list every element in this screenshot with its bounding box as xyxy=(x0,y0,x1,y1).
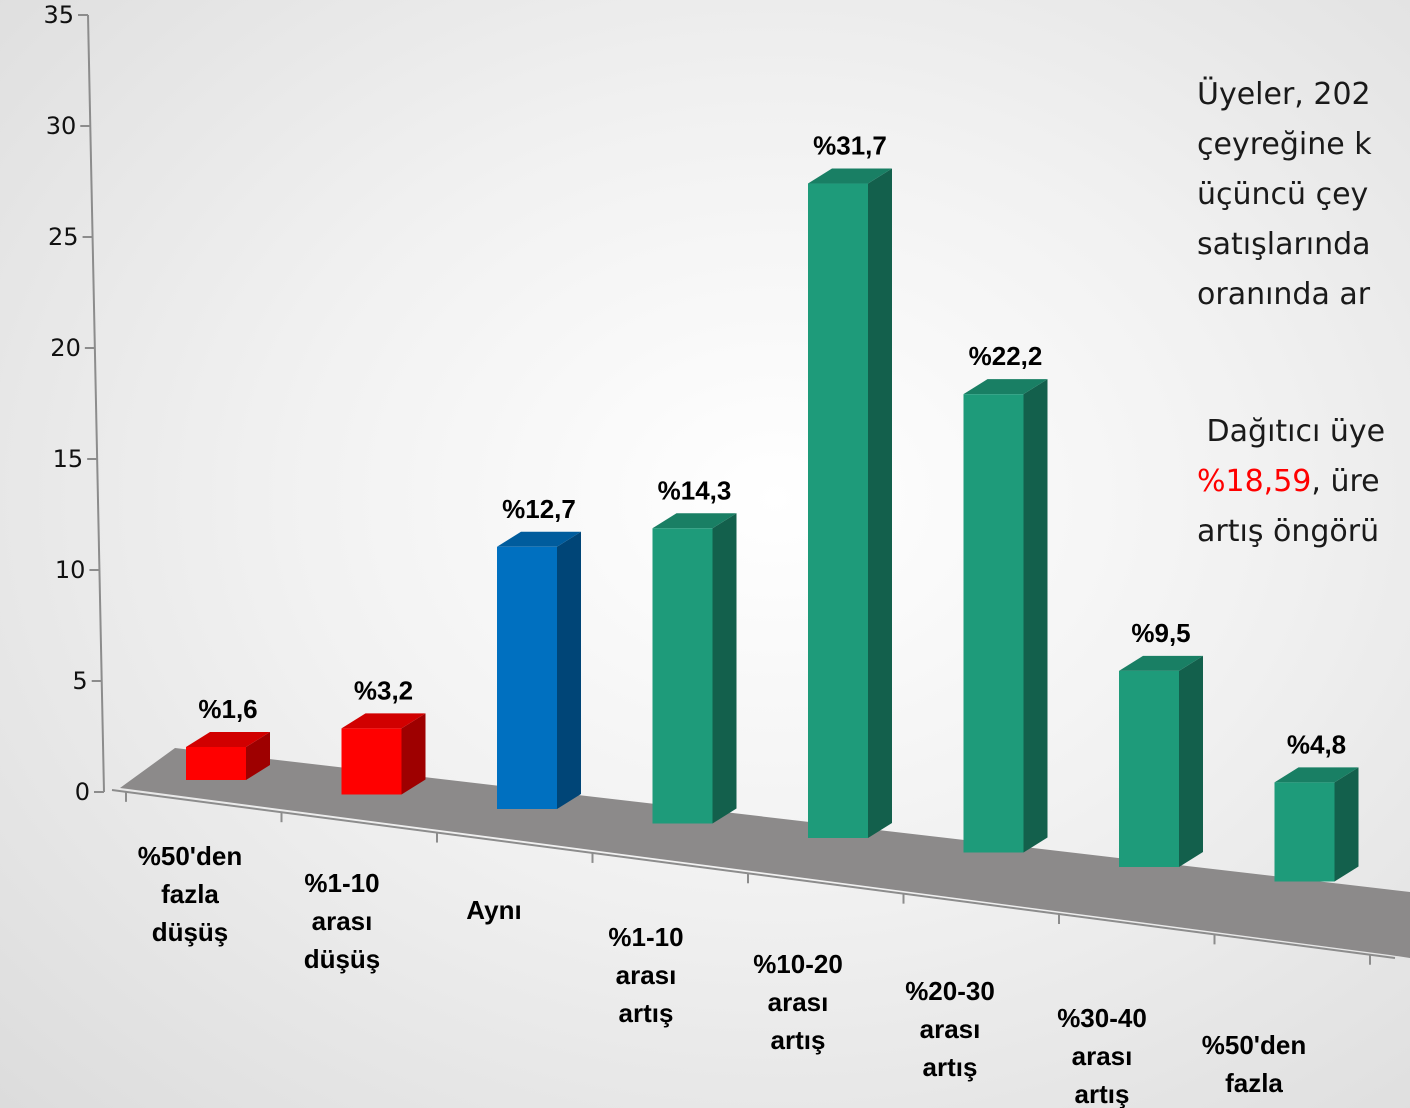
bar-side-face xyxy=(401,713,426,795)
y-tick-label: 15 xyxy=(53,445,84,473)
data-label: %1,6 xyxy=(198,694,257,724)
category-label-line: artış xyxy=(1227,1106,1282,1108)
commentary-paragraph-1: Üyeler, 202 çeyreğine k üçüncü çey satış… xyxy=(1197,70,1372,320)
bar xyxy=(497,546,557,809)
data-label: %9,5 xyxy=(1131,618,1190,648)
category-label: %10-20 arası artış xyxy=(753,949,843,1055)
chart-labels: %1,6 %50'den fazla düşüş %3,2 %1-10 arası düşüş… xyxy=(138,131,1346,1108)
x-axis-line xyxy=(111,789,1396,959)
category-label: %20-30 arası artış xyxy=(905,976,995,1082)
bar-top-face xyxy=(341,713,426,729)
category-label: %50'den fazla artış xyxy=(1202,1030,1306,1108)
bar xyxy=(186,746,246,780)
y-tick-label: 5 xyxy=(72,667,87,695)
bar-side-face xyxy=(868,168,892,839)
y-tick-label: 30 xyxy=(46,112,77,140)
chart-floor-layer xyxy=(120,748,1410,958)
commentary-paragraph-2: Dağıtıcı üye %18,59, üre artış öngörü xyxy=(1197,407,1385,557)
category-label-line: arası xyxy=(920,1014,981,1044)
category-label-line: artış xyxy=(923,1052,978,1082)
category-label-line: artış xyxy=(619,998,674,1028)
bar-side-face xyxy=(246,731,270,780)
category-label-line: artış xyxy=(771,1025,826,1055)
commentary-line: üçüncü çey xyxy=(1197,177,1369,212)
y-axis-line xyxy=(87,14,105,793)
category-label: %1-10 arası artış xyxy=(608,922,683,1028)
category-label-line: %20-30 xyxy=(905,976,995,1006)
bar-side-face xyxy=(1179,655,1203,867)
category-label-line: %50'den xyxy=(1202,1030,1306,1060)
commentary-line: oranında ar xyxy=(1197,277,1371,312)
commentary-line: Dağıtıcı üye xyxy=(1197,414,1386,449)
category-label-line: %50'den xyxy=(138,841,242,871)
commentary-line: satışlarında xyxy=(1197,227,1371,262)
y-tick-label: 25 xyxy=(48,223,79,251)
category-label-line: düşüş xyxy=(304,944,381,974)
bar-side-face xyxy=(1334,767,1359,882)
category-label-line: %30-40 xyxy=(1057,1003,1147,1033)
bar xyxy=(808,183,868,839)
y-tick-label: 0 xyxy=(75,778,90,806)
bar-top-face xyxy=(652,513,737,529)
category-label-line: artış xyxy=(1075,1079,1130,1108)
commentary-line: %18,59, üre xyxy=(1197,457,1385,507)
bar-side-face xyxy=(1023,379,1048,853)
data-label: %3,2 xyxy=(354,675,413,705)
y-tick-label: 20 xyxy=(50,334,81,362)
data-label: %4,8 xyxy=(1287,729,1346,759)
category-label-line: arası xyxy=(616,960,677,990)
category-label-line: arası xyxy=(312,906,373,936)
category-label-line: arası xyxy=(768,987,829,1017)
data-label: %31,7 xyxy=(813,131,887,161)
commentary-line: Üyeler, 202 xyxy=(1197,77,1371,112)
bar-top-face xyxy=(808,168,892,184)
bar xyxy=(963,394,1024,853)
y-tick-label: 35 xyxy=(43,1,74,29)
commentary-text: , üre xyxy=(1311,464,1380,499)
chart-axes: 0 5 10 15 20 25 30 35 xyxy=(43,1,1396,965)
bar-top-face xyxy=(1274,767,1359,783)
bar-side-face xyxy=(712,513,737,824)
y-tick-label: 10 xyxy=(55,556,86,584)
bar xyxy=(1274,782,1335,882)
category-label: Aynı xyxy=(466,895,521,925)
bar-top-face xyxy=(497,531,581,547)
category-label-line: fazla xyxy=(1225,1068,1283,1098)
bar xyxy=(1119,670,1179,867)
bar xyxy=(341,728,402,795)
highlight-percentage: %18,59 xyxy=(1197,464,1312,499)
category-label-line: Aynı xyxy=(466,895,521,925)
category-label-line: %10-20 xyxy=(753,949,843,979)
category-label-line: %1-10 xyxy=(608,922,683,952)
data-label: %12,7 xyxy=(502,494,576,524)
chart-floor xyxy=(120,748,1410,958)
bar xyxy=(652,528,713,824)
category-label-line: arası xyxy=(1072,1041,1133,1071)
commentary-line: çeyreğine k xyxy=(1197,127,1372,162)
bar-top-face xyxy=(963,379,1048,395)
category-label: %50'den fazla düşüş xyxy=(138,841,242,947)
category-label-line: %1-10 xyxy=(304,868,379,898)
category-label-line: düşüş xyxy=(152,917,229,947)
bar-top-face xyxy=(1119,655,1203,671)
category-label: %1-10 arası düşüş xyxy=(304,868,381,974)
bar-side-face xyxy=(557,531,581,809)
bar-top-face xyxy=(186,731,270,747)
data-label: %22,2 xyxy=(969,341,1043,371)
category-label-line: fazla xyxy=(161,879,219,909)
category-label: %30-40 arası artış xyxy=(1057,1003,1147,1108)
data-label: %14,3 xyxy=(658,475,732,505)
commentary-line: artış öngörü xyxy=(1197,514,1380,549)
chart-bars xyxy=(186,168,1359,882)
